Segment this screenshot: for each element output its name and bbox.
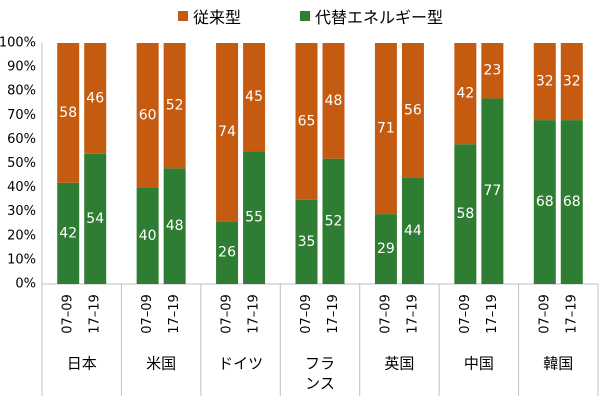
data-label-conventional: 23	[483, 63, 501, 79]
data-label-alternative: 55	[245, 210, 263, 226]
legend-label-alternative: 代替エネルギー型	[315, 8, 444, 27]
bar-conventional	[295, 43, 318, 200]
bar-conventional	[136, 43, 159, 188]
period-label: 17–19	[564, 294, 579, 334]
period-label: 07–09	[299, 294, 314, 334]
y-tick-label: 100%	[0, 36, 36, 51]
bar-conventional	[374, 43, 397, 215]
bar-alternative	[374, 214, 397, 284]
y-tick-label: 30%	[7, 204, 36, 219]
period-label: 07–09	[378, 294, 393, 334]
legend-item-conventional: 従来型	[178, 4, 241, 28]
data-label-conventional: 65	[298, 113, 316, 129]
bar-conventional	[454, 43, 477, 145]
data-label-conventional: 74	[218, 124, 236, 140]
bar-alternative	[454, 144, 477, 284]
data-label-conventional: 71	[377, 121, 395, 137]
data-label-conventional: 32	[563, 74, 581, 90]
y-tick-label: 70%	[7, 108, 36, 123]
data-label-alternative: 77	[483, 183, 501, 199]
data-label-alternative: 48	[166, 218, 184, 234]
legend-item-alternative: 代替エネルギー型	[300, 4, 443, 28]
data-label-alternative: 40	[139, 228, 157, 244]
bar-alternative	[57, 182, 80, 284]
period-label: 17–19	[167, 294, 182, 334]
data-label-alternative: 68	[563, 194, 581, 210]
bar-conventional	[533, 43, 556, 121]
data-label-conventional: 58	[59, 105, 77, 121]
data-label-alternative: 52	[325, 213, 343, 229]
bar-conventional	[560, 43, 583, 121]
bar-conventional	[57, 43, 80, 183]
data-label-alternative: 54	[86, 211, 104, 227]
bar-alternative	[401, 177, 424, 284]
period-label: 17–19	[326, 294, 341, 334]
period-label: 17–19	[485, 294, 500, 334]
bar-conventional	[481, 43, 504, 99]
legend-label-conventional: 従来型	[193, 8, 242, 27]
period-label: 07–09	[537, 294, 552, 334]
country-label: 中国	[464, 355, 494, 373]
y-tick-label: 90%	[7, 60, 36, 75]
y-tick-label: 60%	[7, 132, 36, 147]
legend-swatch-conventional	[178, 11, 188, 21]
bar-alternative	[136, 187, 159, 284]
country-label: フラ	[305, 355, 335, 373]
bar-conventional	[216, 43, 239, 222]
bar-alternative	[533, 120, 556, 285]
bar-alternative	[84, 153, 107, 284]
data-label-alternative: 44	[404, 223, 422, 239]
data-label-alternative: 26	[218, 245, 236, 261]
legend-swatch-alternative	[300, 11, 310, 21]
period-label: 07–09	[458, 294, 473, 334]
bar-conventional	[163, 43, 186, 169]
bar-alternative	[481, 98, 504, 285]
bar-alternative	[163, 168, 186, 284]
bar-alternative	[295, 199, 318, 284]
data-label-conventional: 56	[404, 102, 422, 118]
data-label-alternative: 58	[456, 206, 474, 222]
country-label: ドイツ	[218, 355, 263, 373]
data-label-conventional: 32	[536, 74, 554, 90]
period-label: 17–19	[88, 294, 103, 334]
y-tick-label: 0%	[15, 277, 36, 292]
bar-alternative	[243, 151, 266, 284]
period-label: 07–09	[220, 294, 235, 334]
data-label-conventional: 60	[139, 107, 157, 123]
data-label-alternative: 35	[298, 234, 316, 250]
data-label-conventional: 46	[86, 90, 104, 106]
country-label: 英国	[384, 355, 414, 373]
country-label: 日本	[67, 355, 97, 373]
period-label: 17–19	[247, 294, 262, 334]
data-label-conventional: 42	[456, 86, 474, 102]
y-tick-label: 80%	[7, 84, 36, 99]
country-label: ンス	[305, 375, 335, 393]
bar-conventional	[401, 43, 424, 178]
bar-alternative	[560, 120, 583, 285]
y-tick-label: 20%	[7, 228, 36, 243]
period-label: 17–19	[405, 294, 420, 334]
data-label-alternative: 29	[377, 241, 395, 257]
period-label: 07–09	[140, 294, 155, 334]
data-label-conventional: 45	[245, 89, 263, 105]
bar-conventional	[84, 43, 107, 154]
data-label-conventional: 52	[166, 98, 184, 114]
y-tick-label: 40%	[7, 180, 36, 195]
y-tick-label: 50%	[7, 156, 36, 171]
period-label: 07–09	[61, 294, 76, 334]
bar-conventional	[243, 43, 266, 152]
data-label-alternative: 42	[59, 225, 77, 241]
bar-alternative	[216, 221, 239, 284]
y-tick-label: 10%	[7, 252, 36, 267]
data-label-conventional: 48	[325, 93, 343, 109]
country-label: 米国	[146, 355, 176, 373]
bar-alternative	[322, 158, 345, 284]
country-label: 韓国	[543, 355, 573, 373]
data-label-alternative: 68	[536, 194, 554, 210]
bar-conventional	[322, 43, 345, 159]
legend: 従来型 代替エネルギー型	[0, 4, 600, 28]
